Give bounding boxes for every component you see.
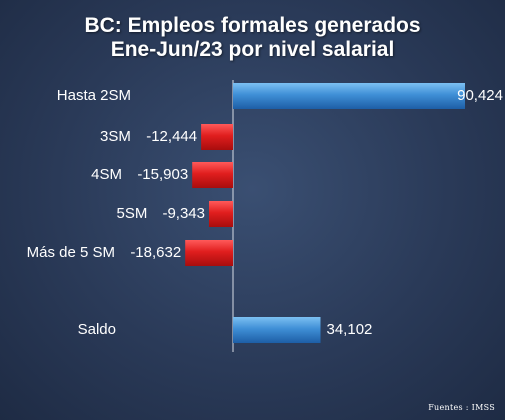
bar-5 xyxy=(233,317,321,343)
bar-4 xyxy=(185,240,233,266)
value-label-0: 90,424 xyxy=(457,87,503,104)
value-label-5: 34,102 xyxy=(327,321,373,338)
bar-2 xyxy=(192,162,233,188)
category-label-0: Hasta 2SM xyxy=(57,87,131,104)
value-label-4: -18,632 xyxy=(130,244,181,261)
category-label-5: Saldo xyxy=(78,321,116,338)
bar-1 xyxy=(201,124,233,150)
value-label-1: -12,444 xyxy=(146,128,197,145)
bar-3 xyxy=(209,201,233,227)
category-label-3: 5SM xyxy=(117,205,148,222)
value-label-3: -9,343 xyxy=(162,205,205,222)
chart-title-line2: Ene-Jun/23 por nivel salarial xyxy=(110,38,395,61)
bar-0 xyxy=(233,83,465,109)
chart-title-line1: BC: Empleos formales generados xyxy=(84,14,421,37)
source-note: Fuentes : IMSS xyxy=(428,403,495,412)
bars-group: Hasta 2SM 90,424 -12,444 3SM -15,903 4SM -9,34… xyxy=(27,83,503,343)
category-label-1: 3SM xyxy=(100,128,131,145)
category-label-4: Más de 5 SM xyxy=(27,244,115,261)
chart-title: BC: Empleos formales generados Ene-Jun/2… xyxy=(0,14,505,62)
category-label-2: 4SM xyxy=(91,166,122,183)
value-label-2: -15,903 xyxy=(137,166,188,183)
